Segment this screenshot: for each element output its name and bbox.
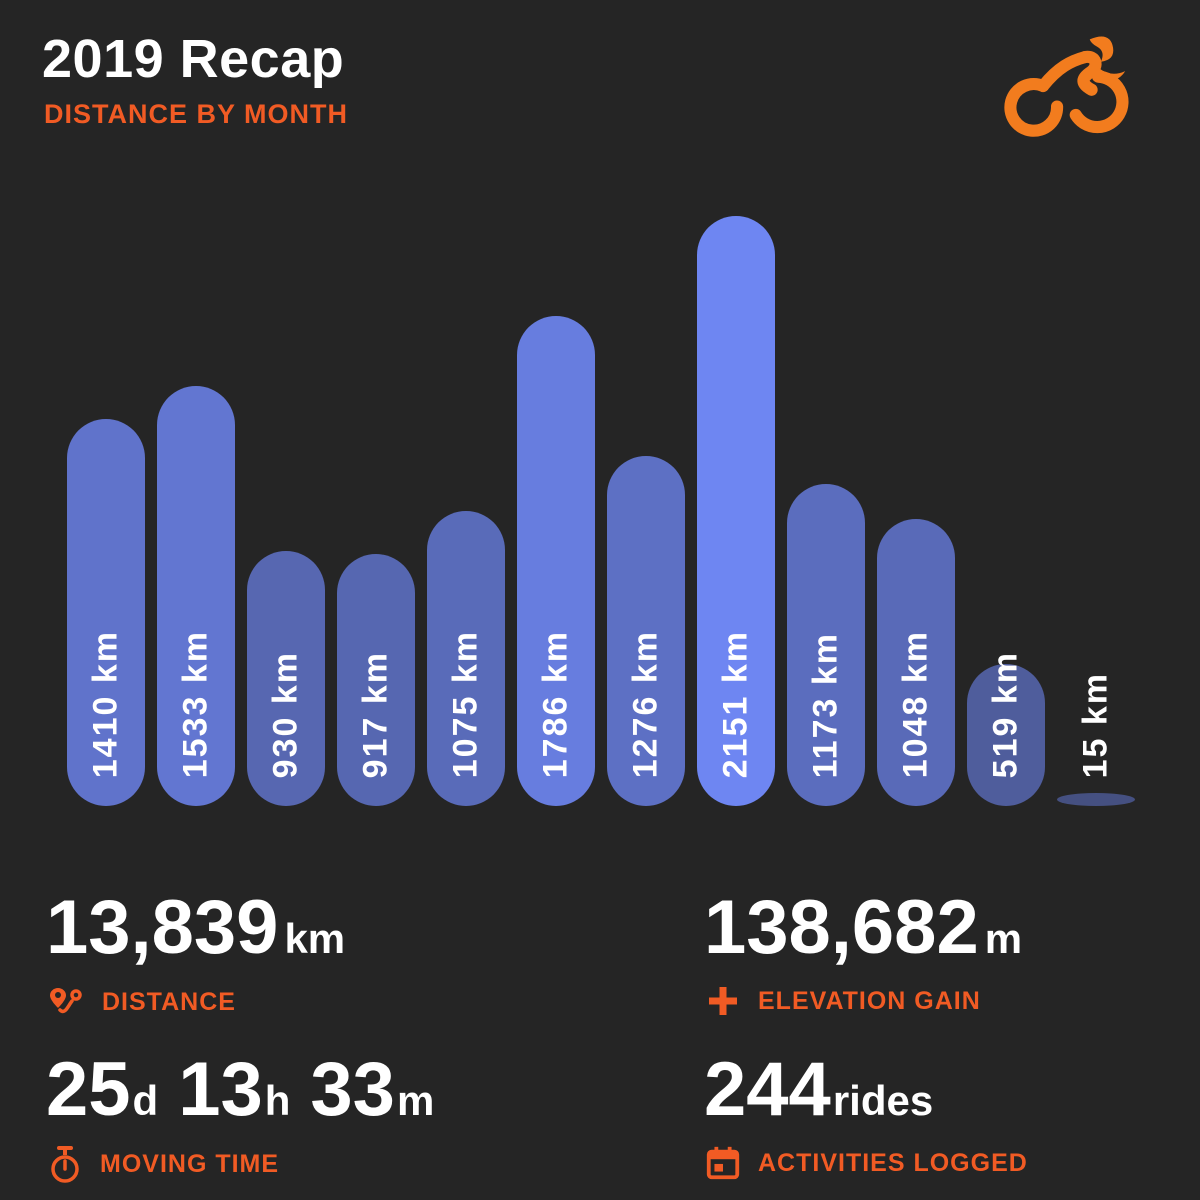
bar-value-label: 1048 km xyxy=(896,629,935,778)
activities-label: ACTIVITIES LOGGED xyxy=(758,1148,1028,1177)
bar-month-11: 519 km xyxy=(967,216,1045,806)
bar-value-label: 917 km xyxy=(356,650,395,778)
bar-month-8: 2151 km xyxy=(697,216,775,806)
bar-value-label: 15 km xyxy=(1076,671,1115,778)
bar-fill xyxy=(1057,793,1135,806)
stat-moving-time: 25d 13h 33m MOVING TIME xyxy=(46,1052,434,1184)
bar-fill xyxy=(67,419,145,806)
bar-month-3: 930 km xyxy=(247,216,325,806)
distance-label: DISTANCE xyxy=(102,987,236,1016)
activities-unit: rides xyxy=(832,1077,934,1124)
moving-time-minutes: 33 xyxy=(310,1047,395,1132)
bar-value-label: 1276 km xyxy=(626,629,665,778)
moving-time-hours: 13 xyxy=(178,1047,263,1132)
bar-fill xyxy=(337,554,415,806)
distance-unit: km xyxy=(284,915,346,962)
elevation-label-row: ELEVATION GAIN xyxy=(704,982,1022,1020)
elevation-value: 138,682 m xyxy=(704,890,1022,966)
stat-elevation: 138,682 m ELEVATION GAIN xyxy=(704,890,1022,1020)
bar-month-5: 1075 km xyxy=(427,216,505,806)
bar-month-12: 15 km xyxy=(1057,216,1135,806)
moving-time-label-row: MOVING TIME xyxy=(46,1144,434,1184)
cyclist-logo-icon xyxy=(1004,36,1129,137)
bar-fill xyxy=(967,664,1045,806)
plus-icon xyxy=(704,982,742,1020)
bar-fill xyxy=(427,511,505,806)
bar-month-7: 1276 km xyxy=(607,216,685,806)
bar-fill xyxy=(157,386,235,806)
distance-value: 13,839 km xyxy=(46,890,345,966)
bar-month-10: 1048 km xyxy=(877,216,955,806)
page-title: 2019 Recap xyxy=(42,29,345,89)
stat-activities: 244rides ACTIVITIES LOGGED xyxy=(704,1052,1028,1182)
activities-number: 244 xyxy=(704,1047,831,1132)
stopwatch-icon xyxy=(46,1144,84,1184)
moving-time-label: MOVING TIME xyxy=(100,1149,280,1178)
chart-title: DISTANCE BY MONTH xyxy=(44,99,349,129)
bar-fill xyxy=(517,316,595,806)
distance-by-month-chart: 1410 km 1533 km 930 km 917 km 1075 km 1786 km… xyxy=(0,216,1200,806)
bar-value-label: 2151 km xyxy=(716,629,755,778)
bar-fill xyxy=(247,551,325,806)
bar-value-label: 1173 km xyxy=(806,631,845,778)
moving-time-value: 25d 13h 33m xyxy=(46,1052,434,1128)
stat-distance: 13,839 km DISTANCE xyxy=(46,890,345,1022)
bar-value-label: 930 km xyxy=(266,650,305,778)
moving-time-hours-unit: h xyxy=(264,1077,291,1124)
elevation-unit: m xyxy=(984,915,1023,962)
moving-time-days: 25 xyxy=(46,1047,131,1132)
bar-fill xyxy=(697,216,775,806)
distance-number: 13,839 xyxy=(46,885,279,970)
activities-value: 244rides xyxy=(704,1052,1028,1128)
moving-time-minutes-unit: m xyxy=(396,1077,435,1124)
calendar-icon xyxy=(704,1144,742,1182)
bar-month-6: 1786 km xyxy=(517,216,595,806)
bar-fill xyxy=(787,484,865,806)
bar-fill xyxy=(877,519,955,806)
elevation-number: 138,682 xyxy=(704,885,979,970)
bar-month-2: 1533 km xyxy=(157,216,235,806)
bar-value-label: 1410 km xyxy=(86,629,125,778)
bar-value-label: 1075 km xyxy=(446,629,485,778)
bar-month-4: 917 km xyxy=(337,216,415,806)
elevation-label: ELEVATION GAIN xyxy=(758,986,981,1015)
bar-value-label: 1786 km xyxy=(536,629,575,778)
moving-time-days-unit: d xyxy=(132,1077,159,1124)
bar-fill xyxy=(607,456,685,806)
distance-label-row: DISTANCE xyxy=(46,982,345,1022)
route-icon xyxy=(46,982,86,1022)
bar-value-label: 519 km xyxy=(986,650,1025,778)
bar-value-label: 1533 km xyxy=(176,629,215,778)
bar-month-9: 1173 km xyxy=(787,216,865,806)
bar-month-1: 1410 km xyxy=(67,216,145,806)
activities-label-row: ACTIVITIES LOGGED xyxy=(704,1144,1028,1182)
